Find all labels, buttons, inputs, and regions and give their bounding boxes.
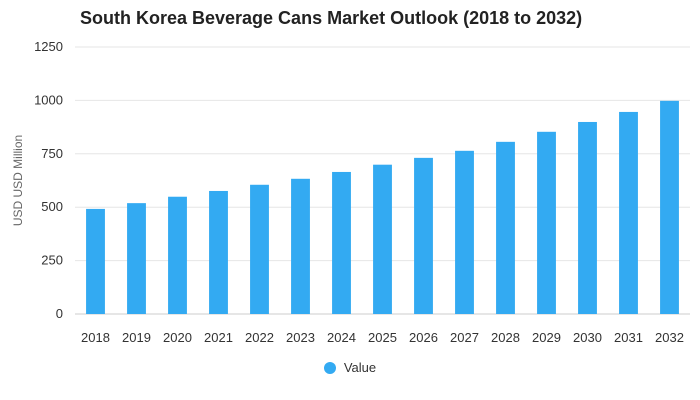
bar-2022[interactable] xyxy=(250,184,269,314)
chart-title: South Korea Beverage Cans Market Outlook… xyxy=(80,8,583,28)
bar-2023[interactable] xyxy=(291,178,310,314)
bar-2025[interactable] xyxy=(373,164,392,314)
x-tick-label: 2030 xyxy=(573,330,602,345)
legend: Value xyxy=(0,360,700,375)
x-tick-label: 2023 xyxy=(286,330,315,345)
x-tick-label: 2025 xyxy=(368,330,397,345)
x-tick-label: 2032 xyxy=(655,330,684,345)
bar-2026[interactable] xyxy=(414,157,433,314)
x-tick-label: 2028 xyxy=(491,330,520,345)
bar-2018[interactable] xyxy=(86,208,105,314)
x-tick-label: 2024 xyxy=(327,330,356,345)
bar-2019[interactable] xyxy=(127,203,146,314)
y-tick-label: 750 xyxy=(41,146,63,161)
y-tick-label: 1000 xyxy=(34,92,63,107)
x-tick-label: 2020 xyxy=(163,330,192,345)
bar-2028[interactable] xyxy=(496,141,515,314)
bar-2030[interactable] xyxy=(578,121,597,314)
x-tick-label: 2022 xyxy=(245,330,274,345)
x-tick-label: 2031 xyxy=(614,330,643,345)
legend-swatch xyxy=(323,361,336,374)
bar-2031[interactable] xyxy=(619,111,638,314)
bar-2024[interactable] xyxy=(332,171,351,314)
y-axis-title: USD USD Million xyxy=(11,135,25,226)
bar-2020[interactable] xyxy=(168,196,187,314)
x-tick-label: 2019 xyxy=(122,330,151,345)
bar-2021[interactable] xyxy=(209,190,228,314)
y-tick-label: 0 xyxy=(56,306,63,321)
x-tick-label: 2027 xyxy=(450,330,479,345)
x-tick-label: 2026 xyxy=(409,330,438,345)
bar-2029[interactable] xyxy=(537,131,556,314)
plot-area: 0 250 500 750 1000 1250 USD USD Million 2018 201… xyxy=(11,39,690,345)
bar-2027[interactable] xyxy=(455,150,474,314)
x-tick-label: 2021 xyxy=(204,330,233,345)
y-tick-label: 500 xyxy=(41,199,63,214)
x-tick-label: 2018 xyxy=(81,330,110,345)
y-tick-label: 250 xyxy=(41,253,63,268)
x-tick-label: 2029 xyxy=(532,330,561,345)
legend-label: Value xyxy=(343,360,377,375)
bar-2032[interactable] xyxy=(660,100,679,314)
y-tick-label: 1250 xyxy=(34,39,63,54)
